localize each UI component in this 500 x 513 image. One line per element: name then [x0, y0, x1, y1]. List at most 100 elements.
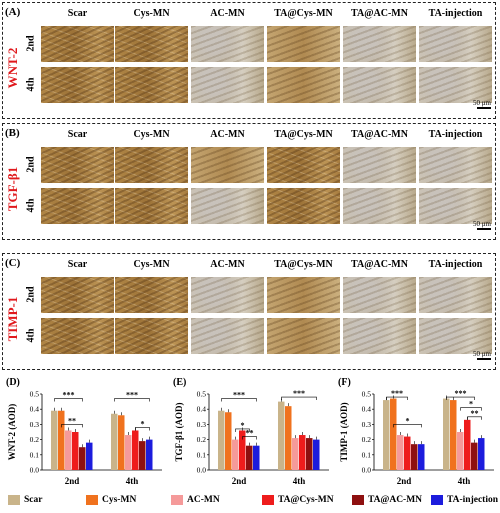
scale-bar-line	[477, 107, 491, 109]
legend-item: TA-injection	[431, 495, 498, 505]
bar	[418, 444, 425, 470]
column-header: TA@Cys-MN	[274, 8, 333, 19]
bar	[383, 400, 390, 470]
column-header: TA@Cys-MN	[274, 259, 333, 270]
column-header: Scar	[67, 129, 88, 140]
significance-label: **	[246, 429, 254, 438]
column-header: TA@Cys-MN	[274, 129, 333, 140]
micrograph-image	[114, 146, 189, 184]
column-header: Scar	[67, 8, 88, 19]
y-tick-label: 0.0	[362, 466, 372, 475]
column-header: TA-injection	[428, 259, 483, 270]
bar	[65, 430, 72, 470]
x-category-label: 2nd	[65, 476, 80, 486]
significance-bracket	[386, 396, 408, 401]
micrograph-image	[342, 317, 417, 355]
bar	[218, 410, 225, 470]
bar	[86, 442, 93, 470]
column-header: AC-MN	[210, 259, 245, 270]
legend-item: TA@Cys-MN	[262, 495, 334, 505]
significance-label: ***	[293, 389, 305, 398]
legend-swatch	[262, 495, 274, 505]
y-tick-label: 0.3	[30, 420, 40, 429]
micrograph-image	[266, 187, 341, 225]
bar	[232, 439, 239, 470]
y-tick-label: 0.1	[197, 450, 207, 459]
micrograph-image	[40, 317, 115, 355]
panel-letter: (C)	[5, 257, 21, 269]
significance-label: *	[469, 400, 473, 409]
significance-bracket	[460, 407, 482, 411]
legend-label: Cys-MN	[102, 495, 137, 505]
bar	[292, 438, 299, 470]
x-category-label: 4th	[126, 476, 139, 486]
micrograph-image	[190, 317, 265, 355]
bar	[72, 432, 79, 470]
column-header: AC-MN	[210, 8, 245, 19]
chart-panel-letter: (E)	[173, 377, 186, 388]
significance-bracket	[467, 416, 482, 420]
bar	[390, 398, 397, 470]
significance-label: **	[471, 409, 479, 418]
bar	[450, 400, 457, 470]
micrograph-image	[114, 25, 189, 63]
row-label: 2nd	[25, 35, 37, 52]
y-tick-label: 0.1	[30, 450, 40, 459]
y-tick-label: 0.5	[30, 390, 40, 399]
micrograph-image	[40, 276, 115, 314]
legend-item: Scar	[8, 495, 42, 505]
significance-label: *	[241, 421, 245, 430]
significance-label: ***	[63, 391, 75, 400]
x-category-label: 4th	[293, 476, 306, 486]
histology-panel	[2, 253, 496, 370]
bar	[411, 444, 418, 470]
row-label: 2nd	[25, 286, 37, 303]
column-header: AC-MN	[210, 129, 245, 140]
bar	[457, 432, 464, 470]
histology-panel	[2, 2, 496, 119]
significance-bracket	[221, 398, 257, 402]
micrograph-image	[266, 317, 341, 355]
stain-label: WNT-2	[5, 47, 20, 89]
column-header: TA-injection	[428, 8, 483, 19]
bar	[132, 430, 139, 470]
micrograph-image	[190, 146, 265, 184]
scale-bar: 50 μm	[455, 99, 491, 109]
bar	[58, 410, 65, 470]
bar	[404, 436, 411, 470]
row-label: 4th	[25, 198, 37, 213]
bar	[299, 435, 306, 470]
micrograph-image	[114, 276, 189, 314]
micrograph-image	[40, 146, 115, 184]
column-header: TA@AC-MN	[351, 8, 408, 19]
significance-bracket	[235, 428, 250, 432]
panel-letter: (A)	[5, 6, 21, 18]
legend-label: Scar	[24, 495, 43, 505]
bar-chart: (F) TIMP-1 (AOD) 0.0 0.1 0.2 0.3 0.4 0.5 2nd 4th *…	[338, 377, 494, 486]
column-header: Cys-MN	[133, 259, 170, 270]
micrograph-image	[114, 187, 189, 225]
bar	[225, 412, 232, 470]
chart-panel-letter: (F)	[338, 377, 351, 388]
legend-swatch	[431, 495, 443, 505]
significance-label: *	[141, 419, 145, 428]
legend-item: Cys-MN	[86, 495, 136, 505]
micrograph-image	[114, 66, 189, 104]
column-header: Scar	[67, 259, 88, 270]
micrograph-image	[40, 66, 115, 104]
bar	[139, 441, 146, 470]
significance-bracket	[61, 424, 83, 428]
micrograph-image	[342, 187, 417, 225]
legend-label: TA-injection	[447, 495, 499, 505]
micrograph-image	[418, 276, 493, 314]
significance-label: ***	[233, 391, 245, 400]
y-tick-label: 0.5	[362, 390, 372, 399]
significance-bracket	[446, 396, 475, 401]
significance-label: **	[68, 416, 76, 425]
y-axis-label: WNT-2 (AOD)	[7, 404, 17, 460]
y-tick-label: 0.0	[197, 466, 207, 475]
micrograph-image	[190, 276, 265, 314]
micrograph-image	[418, 187, 493, 225]
micrograph-image	[342, 146, 417, 184]
legend-item: AC-MN	[171, 495, 220, 505]
